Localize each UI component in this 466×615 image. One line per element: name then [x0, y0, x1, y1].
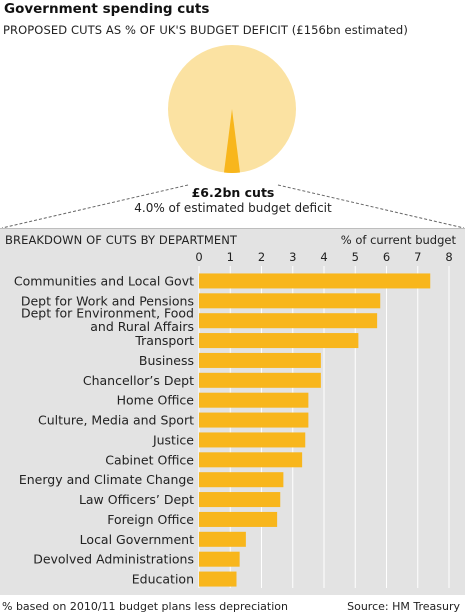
- category-labels: Communities and Local Govt Dept for Work …: [14, 273, 194, 586]
- category-label: Dept for Environment, Food and Rural Affa…: [21, 305, 194, 334]
- bar: [199, 452, 303, 468]
- category-label: Communities and Local Govt: [14, 273, 194, 288]
- bar: [199, 432, 306, 448]
- bar: [199, 392, 309, 408]
- bar: [199, 531, 246, 547]
- bar: [199, 293, 381, 309]
- category-label: Local Government: [80, 532, 194, 547]
- breakdown-title: BREAKDOWN OF CUTS BY DEPARTMENT: [5, 233, 238, 247]
- bar: [199, 571, 237, 587]
- pie-cuts-description: 4.0% of estimated budget deficit: [134, 201, 332, 215]
- category-label: Culture, Media and Sport: [38, 413, 194, 428]
- x-tick-label: 7: [414, 250, 421, 264]
- footnote: % based on 2010/11 budget plans less dep…: [2, 600, 288, 613]
- category-label: Foreign Office: [107, 512, 194, 527]
- category-label: Home Office: [117, 393, 195, 408]
- bar: [199, 273, 431, 289]
- source-note: Source: HM Treasury: [347, 600, 460, 613]
- bar: [199, 333, 359, 349]
- bar: [199, 412, 309, 428]
- category-label: Cabinet Office: [105, 452, 194, 467]
- pie-subtitle: PROPOSED CUTS AS % OF UK'S BUDGET DEFICI…: [3, 23, 408, 37]
- x-axis-ticks: 0 1 2 3 4 5 6 7 8: [195, 250, 452, 264]
- category-label: Justice: [152, 432, 194, 447]
- category-label: Transport: [134, 333, 194, 348]
- x-tick-label: 0: [195, 250, 202, 264]
- bar: [199, 551, 240, 567]
- bar: [199, 372, 321, 388]
- x-tick-label: 1: [227, 250, 234, 264]
- x-tick-label: 8: [445, 250, 452, 264]
- bar: [199, 511, 278, 527]
- callout-line-left: [1, 184, 189, 229]
- x-tick-label: 5: [352, 250, 359, 264]
- x-tick-label: 4: [320, 250, 327, 264]
- category-label: Devolved Administrations: [33, 552, 194, 567]
- x-tick-label: 3: [289, 250, 296, 264]
- pie-cuts-amount: £6.2bn cuts: [191, 185, 275, 200]
- bar: [199, 492, 281, 508]
- category-label: Education: [132, 572, 194, 587]
- category-label: Energy and Climate Change: [19, 472, 194, 487]
- category-label: Dept for Work and Pensions: [21, 293, 194, 308]
- callout-line-right: [277, 184, 465, 229]
- bar: [199, 352, 321, 368]
- x-tick-label: 6: [383, 250, 390, 264]
- x-tick-label: 2: [258, 250, 265, 264]
- pie-chart: [1, 45, 465, 229]
- bar: [199, 472, 284, 488]
- chart-title: Government spending cuts: [4, 1, 210, 17]
- category-label: Law Officers’ Dept: [79, 492, 194, 507]
- category-label: Chancellor’s Dept: [83, 373, 194, 388]
- category-label: Business: [139, 353, 194, 368]
- pie-slice-cuts: [223, 109, 241, 174]
- bars: [199, 273, 431, 587]
- axis-unit-label: % of current budget: [340, 233, 456, 247]
- bar: [199, 313, 378, 329]
